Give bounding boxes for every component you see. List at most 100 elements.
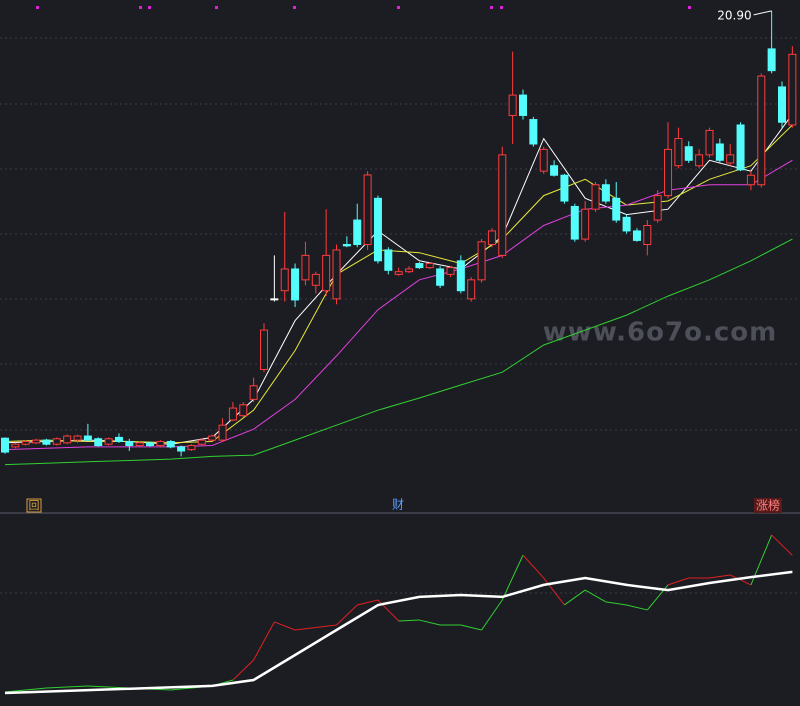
moving-average bbox=[4, 159, 793, 451]
signal-segment bbox=[771, 534, 793, 556]
candle-body bbox=[664, 148, 673, 197]
candle-body bbox=[405, 268, 414, 273]
candle-body bbox=[456, 260, 465, 292]
top-dots bbox=[36, 6, 691, 9]
candle-body bbox=[342, 244, 351, 247]
signal-segment bbox=[295, 624, 337, 631]
candle-body bbox=[715, 143, 724, 161]
candle-body bbox=[695, 154, 704, 167]
candle-body bbox=[166, 440, 175, 448]
signal-segment bbox=[232, 659, 254, 681]
candle-body bbox=[467, 279, 476, 300]
signal-segment bbox=[522, 554, 545, 579]
candle-body bbox=[446, 267, 455, 275]
candle-body bbox=[73, 435, 82, 441]
candle-body bbox=[239, 404, 248, 417]
candle-body bbox=[63, 435, 72, 444]
candle-body bbox=[674, 138, 683, 167]
grid bbox=[0, 37, 800, 594]
moving-average bbox=[4, 238, 793, 466]
candle-body bbox=[570, 205, 579, 240]
candle-body bbox=[508, 94, 517, 116]
candle-body bbox=[519, 94, 527, 116]
signal-segment bbox=[336, 604, 358, 626]
candle-body bbox=[591, 184, 600, 210]
candle-body bbox=[32, 439, 41, 444]
toolbar-box bbox=[26, 498, 42, 513]
candle-body bbox=[384, 249, 393, 271]
signal-segment bbox=[357, 599, 379, 606]
signal-segment bbox=[584, 589, 607, 603]
toolbar-label[interactable]: 涨榜 bbox=[756, 498, 780, 513]
candle-body bbox=[1, 437, 9, 453]
candle-body bbox=[788, 53, 797, 126]
signal-segment bbox=[481, 599, 503, 631]
toolbar-label[interactable]: 回 bbox=[29, 499, 40, 512]
candle-body bbox=[684, 146, 693, 161]
candle-body bbox=[529, 119, 538, 145]
candle-body bbox=[622, 216, 631, 232]
candle-body bbox=[301, 254, 310, 281]
signal-segment bbox=[87, 685, 130, 689]
watermark: www.6o7o.com bbox=[543, 318, 777, 348]
signal-segment bbox=[253, 621, 275, 661]
candle-body bbox=[539, 148, 548, 172]
candle-body bbox=[394, 271, 403, 275]
candle-body bbox=[581, 208, 590, 240]
signal-segment bbox=[46, 685, 88, 689]
candle-body bbox=[332, 249, 341, 300]
candle-body bbox=[311, 273, 320, 286]
toolbar: 回 财 涨榜 bbox=[26, 498, 782, 513]
candle-body bbox=[208, 435, 217, 441]
max-label: 20.90 bbox=[717, 8, 751, 22]
signal-segment bbox=[543, 577, 565, 606]
candle-body bbox=[550, 165, 559, 176]
signal-segment bbox=[4, 687, 47, 693]
candle-body bbox=[322, 254, 331, 292]
candle-body bbox=[726, 154, 735, 164]
candle-body bbox=[114, 436, 123, 442]
toolbar-box bbox=[754, 498, 782, 513]
candle-body bbox=[249, 385, 258, 400]
signal-segment bbox=[419, 619, 441, 626]
candle-body bbox=[477, 241, 486, 281]
candle-body bbox=[746, 174, 755, 186]
signal-segment bbox=[501, 554, 524, 601]
signal-segment bbox=[398, 619, 420, 622]
signal-segment bbox=[460, 624, 482, 631]
candle-body bbox=[353, 219, 362, 246]
candle-body bbox=[612, 197, 621, 221]
candle-body bbox=[104, 438, 113, 445]
signal-segment bbox=[667, 577, 689, 586]
candle-body bbox=[487, 230, 496, 246]
candle-body bbox=[705, 129, 714, 156]
indicator-line bbox=[4, 570, 793, 695]
candle-body bbox=[757, 75, 766, 186]
candle-body bbox=[415, 263, 424, 269]
candle-body bbox=[83, 435, 92, 441]
candle-body bbox=[653, 195, 662, 221]
candle-body bbox=[425, 263, 434, 269]
candle-body bbox=[42, 439, 51, 445]
candle-body bbox=[291, 268, 300, 301]
candle-body bbox=[187, 445, 196, 451]
candle-body bbox=[228, 407, 237, 421]
toolbar-label[interactable]: 财 bbox=[392, 498, 404, 512]
signal-segment bbox=[626, 604, 648, 611]
candle-body bbox=[156, 440, 165, 447]
signal-segment bbox=[274, 621, 296, 631]
candle-body bbox=[125, 440, 134, 447]
candle-body bbox=[197, 439, 206, 445]
candle-body bbox=[260, 329, 268, 370]
signal-segment bbox=[605, 601, 627, 606]
candle-body bbox=[560, 174, 569, 202]
candle-body bbox=[632, 230, 641, 241]
candle-body bbox=[218, 424, 227, 441]
candle-body bbox=[280, 268, 289, 292]
candle-body bbox=[436, 268, 445, 286]
candle-body bbox=[94, 438, 103, 447]
candle-body bbox=[767, 48, 776, 72]
candle-body bbox=[778, 86, 786, 123]
candle-body bbox=[373, 197, 382, 262]
